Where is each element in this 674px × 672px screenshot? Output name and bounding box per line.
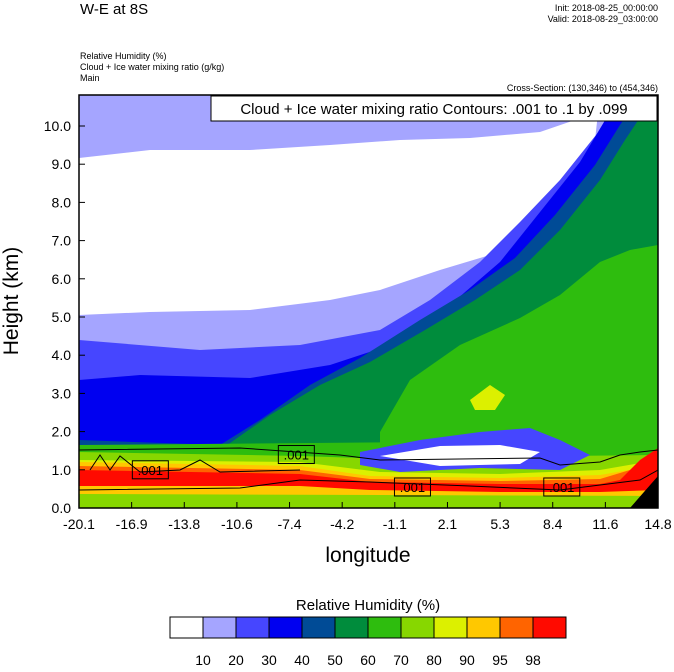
init-time: Init: 2018-08-25_00:00:00	[555, 3, 658, 13]
contour-label: .001	[284, 448, 309, 463]
rh-dry-core	[380, 445, 540, 466]
chart-title: W-E at 8S	[80, 1, 148, 18]
x-tick-label: -4.2	[330, 516, 354, 532]
x-tick-label: -20.1	[63, 516, 95, 532]
y-tick-label: 9.0	[52, 156, 72, 172]
x-tick-label: 5.3	[490, 516, 510, 532]
colorbar-swatch	[400, 616, 435, 639]
contour-label-box	[393, 477, 431, 497]
y-tick-label: 1.0	[52, 462, 72, 478]
field-label-rh: Relative Humidity (%)	[80, 51, 167, 61]
contour-label-box	[277, 445, 315, 465]
x-tick-label: -10.6	[221, 516, 253, 532]
cloud-water-contour-lines	[79, 447, 658, 491]
colorbar-swatch	[466, 616, 501, 639]
colorbar-swatch	[235, 616, 270, 639]
colorbar-swatch	[433, 616, 468, 639]
y-tick-label: 8.0	[52, 194, 72, 210]
colorbar-swatch	[334, 616, 369, 639]
colorbar-label: 20	[228, 652, 244, 667]
x-tick-label: -1.1	[383, 516, 407, 532]
colorbar-label: 98	[525, 652, 541, 667]
colorbar-swatch	[202, 616, 237, 639]
colorbar-swatch	[367, 616, 402, 639]
rh-band-90-95	[470, 385, 505, 410]
colorbar-swatch	[499, 616, 534, 639]
y-tick-label: 10.0	[44, 118, 71, 134]
valid-time: Valid: 2018-08-29_03:00:00	[548, 14, 658, 24]
colorbar-label: 10	[195, 652, 211, 667]
rh-band-10-20	[79, 95, 600, 315]
contour-info-box	[210, 95, 658, 122]
colorbar-label: 60	[360, 652, 376, 667]
contour-info-text: Cloud + Ice water mixing ratio Contours:…	[240, 101, 627, 118]
colorbar-label: 80	[426, 652, 442, 667]
y-tick-label: 3.0	[52, 385, 72, 401]
x-tick-label: -16.9	[116, 516, 148, 532]
y-axis-label: Height (km)	[0, 247, 23, 356]
contour-labels: .001 .001 .001 .001	[131, 445, 581, 497]
x-tick-label: 2.1	[438, 516, 458, 532]
rh-filled-contours	[79, 95, 658, 508]
colorbar: 10 20 30 40 50 60 70 80 90 95 98	[169, 616, 567, 668]
field-label-main: Main	[80, 73, 100, 83]
y-tick-label: 4.0	[52, 347, 72, 363]
cross-section-label: Cross-Section: (130,346) to (454,346)	[507, 83, 658, 93]
field-label-qcloud: Cloud + Ice water mixing ratio (g/kg)	[80, 62, 224, 72]
terrain-mask	[630, 476, 658, 508]
colorbar-label: 30	[261, 652, 277, 667]
colorbar-label: 70	[393, 652, 409, 667]
plot-frame	[78, 94, 659, 509]
contour-label: .001	[400, 480, 425, 495]
x-tick-label: 11.6	[592, 516, 618, 532]
x-tick-label: -13.8	[168, 516, 200, 532]
colorbar-label: 40	[294, 652, 310, 667]
contour-label-box	[131, 460, 169, 480]
colorbar-label: 90	[459, 652, 475, 667]
colorbar-swatch	[301, 616, 336, 639]
y-tick-label: 5.0	[52, 309, 72, 325]
contour-line-lower	[79, 469, 658, 491]
x-axis-label: longitude	[325, 544, 410, 567]
contour-label: .001	[549, 480, 574, 495]
y-tick-label: 6.0	[52, 271, 72, 287]
x-axis: -20.1 -16.9 -13.8 -10.6 -7.4 -4.2 -1.1 2.1 5.3 8.…	[63, 502, 672, 532]
colorbar-swatch	[169, 616, 204, 639]
y-axis: 0.0 1.0 2.0 3.0 4.0 5.0 6.0 7.0 8.0 9.0 10.0	[44, 118, 85, 516]
x-tick-label: 8.4	[543, 516, 563, 532]
y-tick-label: 0.0	[52, 500, 72, 516]
colorbar-label: 50	[327, 652, 343, 667]
contour-line-upper	[79, 447, 658, 466]
y-tick-label: 7.0	[52, 233, 72, 249]
y-tick-label: 2.0	[52, 424, 72, 440]
contour-label-box	[543, 477, 581, 497]
contour-line-inner	[89, 454, 301, 473]
colorbar-swatch	[532, 616, 567, 639]
x-tick-label: 14.8	[644, 516, 671, 532]
colorbar-label: 95	[492, 652, 508, 667]
x-tick-label: -7.4	[277, 516, 301, 532]
colorbar-title: Relative Humidity (%)	[296, 597, 440, 614]
colorbar-swatch	[268, 616, 303, 639]
contour-label: .001	[138, 463, 163, 478]
rh-surface-band-2	[79, 494, 658, 508]
